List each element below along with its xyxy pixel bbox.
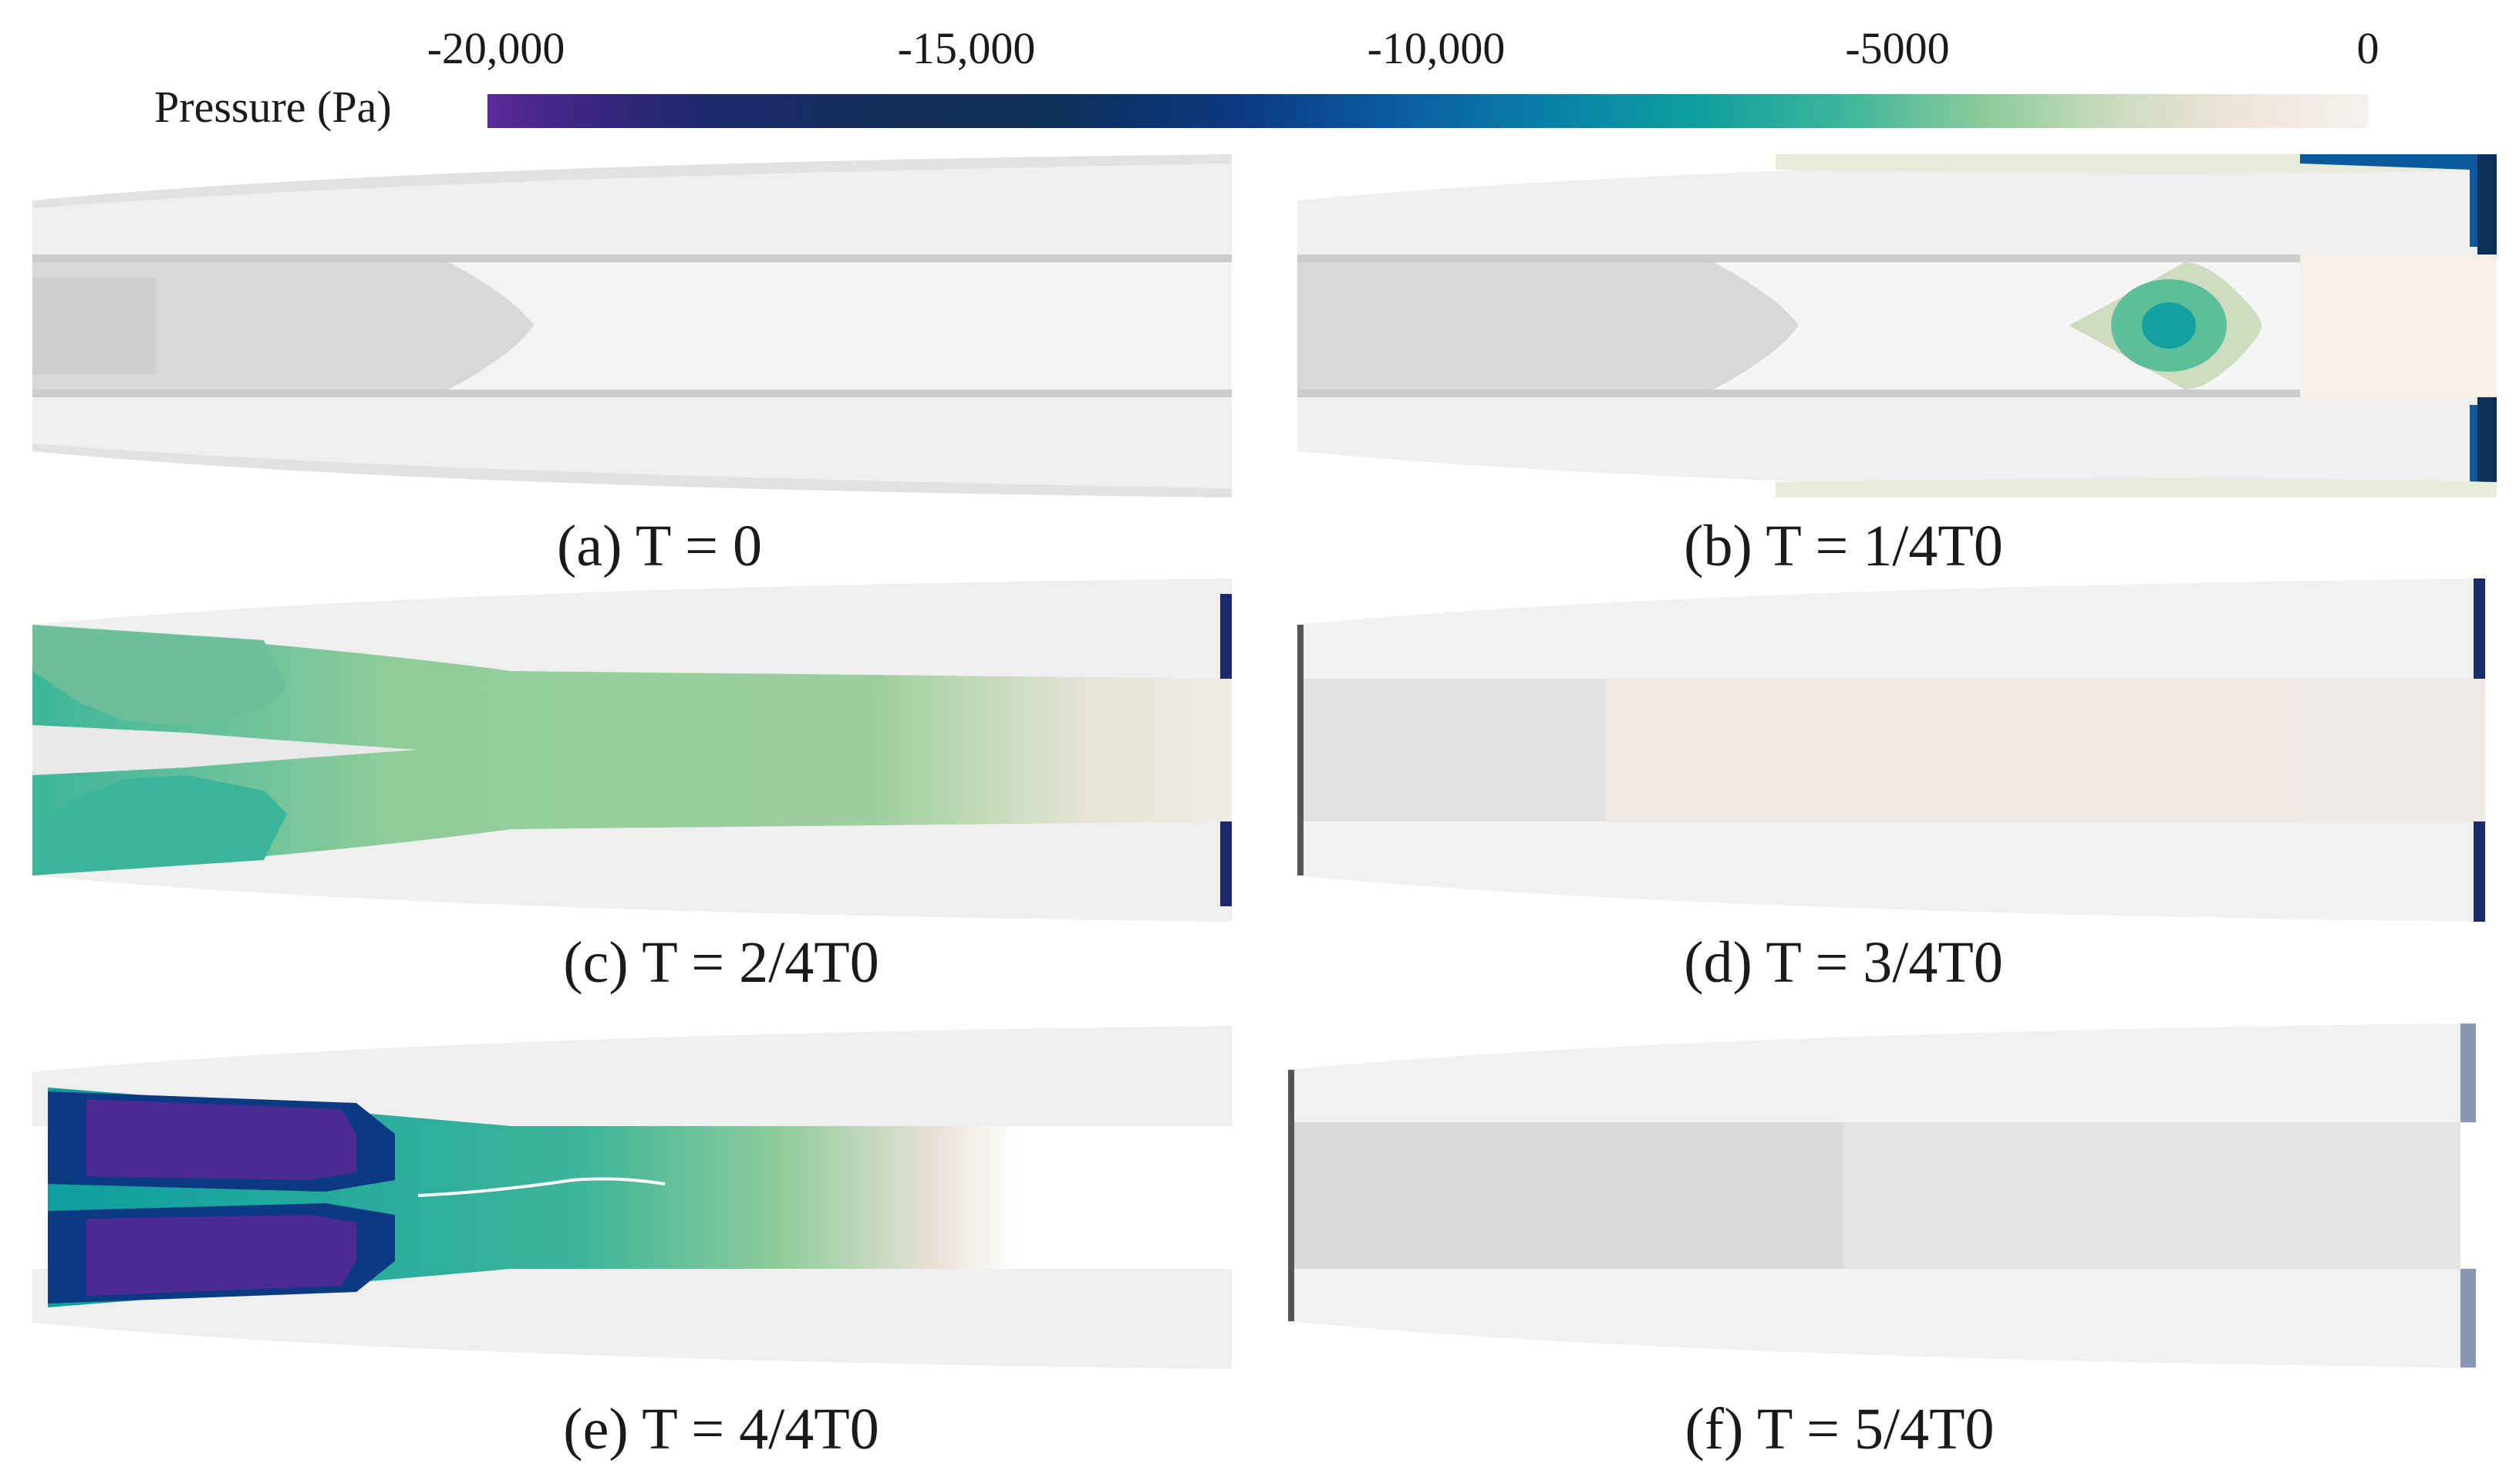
panel-d-image [1297, 578, 2497, 922]
panel-b-image [1297, 154, 2497, 497]
colorbar-tick: 0 [2356, 23, 2379, 73]
colorbar-tick: -5000 [1845, 23, 1950, 73]
pressure-colorbar [487, 94, 2368, 128]
panel-f-caption: (f) T = 5/4T0 [1685, 1397, 1995, 1462]
panel-f-image [1288, 1022, 2503, 1369]
colorbar-label: Pressure (Pa) [154, 82, 392, 132]
panel-c-caption: (c) T = 2/4T0 [563, 930, 879, 995]
panel-e-image [32, 1026, 1232, 1369]
panel-a-caption: (a) T = 0 [557, 514, 762, 578]
panel-c-image [32, 578, 1232, 922]
panel-e-caption: (e) T = 4/4T0 [563, 1397, 879, 1462]
colorbar-tick: -15,000 [897, 23, 1036, 73]
panel-d-caption: (d) T = 3/4T0 [1684, 930, 2003, 995]
colorbar-tick: -20,000 [427, 23, 565, 73]
colorbar-tick: -10,000 [1367, 23, 1506, 73]
panel-a-image [32, 154, 1232, 497]
panel-b-caption: (b) T = 1/4T0 [1684, 514, 2003, 578]
